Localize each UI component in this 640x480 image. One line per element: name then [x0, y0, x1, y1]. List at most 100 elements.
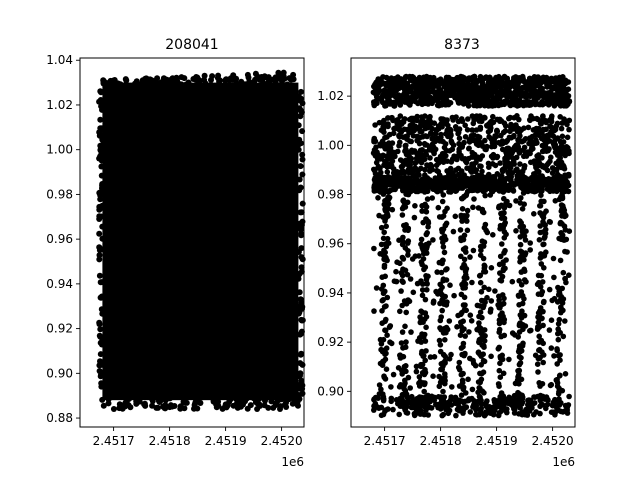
data-point	[566, 228, 573, 234]
data-point	[439, 226, 445, 233]
data-point	[474, 326, 480, 333]
data-point	[555, 336, 562, 343]
data-point	[440, 388, 446, 395]
data-point	[438, 182, 444, 188]
data-point	[384, 240, 391, 246]
data-point	[390, 130, 397, 137]
data-point	[437, 379, 444, 386]
data-point	[444, 205, 450, 212]
data-point	[482, 137, 488, 144]
data-point	[518, 253, 524, 260]
y-tick-label: 1.02	[317, 89, 344, 103]
data-point	[511, 144, 518, 151]
data-point	[397, 308, 403, 315]
data-point	[407, 158, 414, 164]
series-points-left	[96, 69, 306, 412]
data-point	[518, 282, 525, 288]
data-point	[429, 195, 436, 201]
data-point	[394, 77, 400, 84]
data-point	[97, 326, 104, 333]
y-tick-label: 1.04	[46, 53, 73, 67]
data-point	[471, 196, 477, 202]
data-point	[423, 231, 430, 238]
data-point	[456, 152, 463, 158]
data-point	[486, 286, 492, 293]
data-point	[438, 394, 444, 400]
data-point	[418, 308, 424, 315]
data-point	[295, 141, 302, 148]
data-point	[295, 402, 301, 409]
data-point	[429, 142, 435, 148]
data-point	[233, 396, 240, 403]
data-point	[381, 247, 387, 254]
data-point	[387, 153, 394, 159]
data-point	[503, 231, 509, 238]
data-point	[419, 348, 425, 355]
data-point	[433, 156, 440, 163]
data-point	[464, 182, 471, 188]
data-point	[99, 310, 106, 317]
y-tick-label: 0.94	[317, 286, 344, 300]
data-point	[295, 249, 302, 255]
data-point	[497, 160, 503, 166]
data-point	[552, 198, 559, 204]
data-point	[447, 126, 454, 133]
data-point	[460, 318, 467, 325]
data-point	[378, 386, 384, 393]
data-point	[414, 151, 420, 157]
data-point	[441, 91, 448, 98]
data-point	[396, 100, 403, 107]
data-point	[382, 215, 389, 222]
data-point	[564, 121, 570, 128]
data-point	[517, 348, 523, 355]
data-point	[557, 286, 563, 293]
data-point	[557, 149, 563, 155]
data-point	[376, 87, 383, 94]
data-point	[500, 407, 507, 413]
data-point	[471, 102, 477, 109]
data-point	[452, 213, 459, 220]
data-point	[297, 351, 304, 358]
data-point	[488, 298, 495, 304]
data-point	[380, 80, 387, 86]
data-point	[476, 134, 483, 140]
data-point	[514, 103, 521, 109]
data-point	[395, 365, 402, 371]
data-point	[402, 323, 408, 330]
data-point	[497, 360, 503, 367]
data-point	[496, 297, 502, 304]
data-point	[517, 312, 524, 318]
data-point	[416, 135, 423, 141]
x-axis-right: 2.4517 2.4518 2.4519 2.4520	[364, 427, 574, 448]
data-point	[430, 373, 436, 380]
data-point	[423, 245, 430, 252]
x-tick-label: 2.4519	[476, 434, 518, 448]
data-point	[480, 351, 487, 358]
data-point	[430, 237, 436, 243]
data-point	[506, 99, 512, 106]
data-point	[115, 81, 122, 88]
data-point	[521, 163, 528, 169]
data-point	[513, 123, 519, 129]
data-point	[523, 279, 529, 285]
data-point	[522, 85, 529, 91]
data-point	[296, 371, 302, 378]
data-point	[418, 91, 425, 97]
data-point	[178, 74, 185, 81]
data-point	[295, 392, 302, 398]
data-point	[511, 132, 517, 139]
data-point	[393, 268, 399, 275]
data-point	[283, 404, 290, 410]
data-point	[495, 412, 502, 419]
data-point	[382, 146, 389, 152]
data-point	[461, 256, 468, 263]
data-point	[222, 401, 229, 408]
data-point	[464, 77, 471, 84]
data-point	[508, 177, 514, 183]
data-point	[501, 295, 507, 302]
data-point	[470, 204, 476, 211]
data-point	[371, 182, 378, 189]
data-point	[433, 162, 440, 169]
data-point	[457, 332, 464, 339]
data-point	[504, 95, 511, 101]
